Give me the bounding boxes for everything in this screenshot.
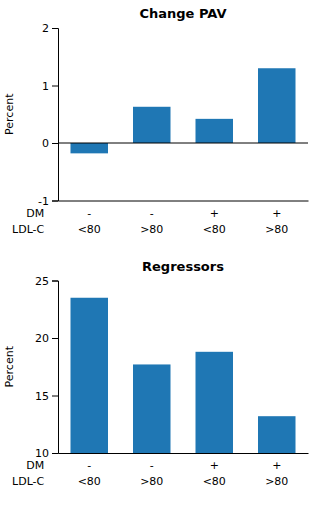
bar [258,68,296,143]
bar [196,119,234,143]
y-tick-label: 25 [35,275,49,288]
chart-svg: Change PAVPercent-1012-<80->80+<80+>80DM… [0,0,320,505]
x-axis-line [59,453,309,454]
y-tick-label: 20 [35,332,49,345]
x-tick-label: >80 [265,475,288,488]
bar [133,107,171,143]
x-axis: - <80 - >80 + <80 + >80 [59,201,309,236]
y-axis: 10152025 [35,275,59,461]
y-axis-title: Percent [3,345,16,387]
y-tick-mark [52,86,58,87]
y-tick-label: 2 [42,22,49,35]
x-tick: + >80 [265,207,288,236]
x-tick: + >80 [265,459,288,488]
y-tick-mark [52,143,58,144]
y-tick-mark [52,396,58,397]
y-tick-mark [52,28,58,29]
zero-line [58,143,308,144]
y-tick-label: 1 [42,80,49,93]
row-header: DM [26,207,44,220]
bar [71,143,109,153]
y-tick: 15 [35,390,58,403]
y-tick: 25 [35,275,58,288]
y-tick-mark [52,281,58,282]
x-axis-line [59,201,309,202]
y-tick-label: 15 [35,390,49,403]
x-tick: + <80 [203,459,226,488]
x-tick-label: - [87,207,91,220]
bar [133,364,171,453]
x-tick: - >80 [140,459,163,488]
row-header: LDL-C [12,475,45,488]
plot-area [71,298,296,453]
x-tick-label: <80 [203,223,226,236]
bar [258,416,296,453]
plot-area [58,68,308,153]
x-tick-label: <80 [203,475,226,488]
x-tick-label: >80 [140,223,163,236]
panel: Change PAVPercent-1012-<80->80+<80+>80DM… [3,6,309,236]
y-tick: 2 [42,22,58,35]
y-tick-mark [52,453,58,454]
y-tick-mark [52,338,58,339]
x-tick-label: + [272,459,281,472]
x-tick-label: <80 [78,475,101,488]
bar [196,352,234,453]
x-tick: + <80 [203,207,226,236]
x-tick-label: >80 [265,223,288,236]
bar [71,298,109,453]
x-tick-label: <80 [78,223,101,236]
x-tick-label: + [210,207,219,220]
x-tick-label: + [210,459,219,472]
row-header: DM [26,459,44,472]
x-tick: - >80 [140,207,163,236]
row-header: LDL-C [12,223,45,236]
x-tick-label: >80 [140,475,163,488]
x-tick: - <80 [78,207,101,236]
y-axis-line [52,29,59,202]
y-axis-title: Percent [3,93,16,135]
y-tick: 1 [42,80,58,93]
x-axis: - <80 - >80 + <80 + >80 [59,454,309,489]
y-axis: -1012 [38,22,58,208]
title: Regressors [142,259,224,274]
x-tick-label: - [150,207,154,220]
title: Change PAV [139,6,226,21]
panel: RegressorsPercent10152025-<80->80+<80+>8… [3,259,309,505]
y-tick-mark [52,201,58,202]
y-tick: 20 [35,332,58,345]
x-tick-label: - [87,459,91,472]
y-tick-label: 0 [42,137,49,150]
x-tick-label: - [150,459,154,472]
x-tick-label: + [272,207,281,220]
y-axis-line [52,281,59,454]
y-tick: 0 [42,137,58,150]
x-tick: - <80 [78,459,101,488]
